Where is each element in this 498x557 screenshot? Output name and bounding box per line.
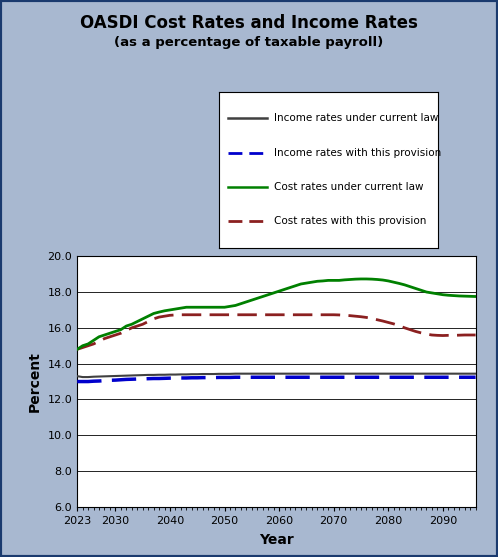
Text: Cost rates with this provision: Cost rates with this provision [274, 216, 426, 226]
Text: OASDI Cost Rates and Income Rates: OASDI Cost Rates and Income Rates [80, 14, 418, 32]
Text: Cost rates under current law: Cost rates under current law [274, 182, 423, 192]
Y-axis label: Percent: Percent [28, 351, 42, 412]
Text: Income rates with this provision: Income rates with this provision [274, 148, 441, 158]
Text: Income rates under current law: Income rates under current law [274, 114, 438, 124]
X-axis label: Year: Year [259, 533, 294, 547]
Text: (as a percentage of taxable payroll): (as a percentage of taxable payroll) [115, 36, 383, 49]
